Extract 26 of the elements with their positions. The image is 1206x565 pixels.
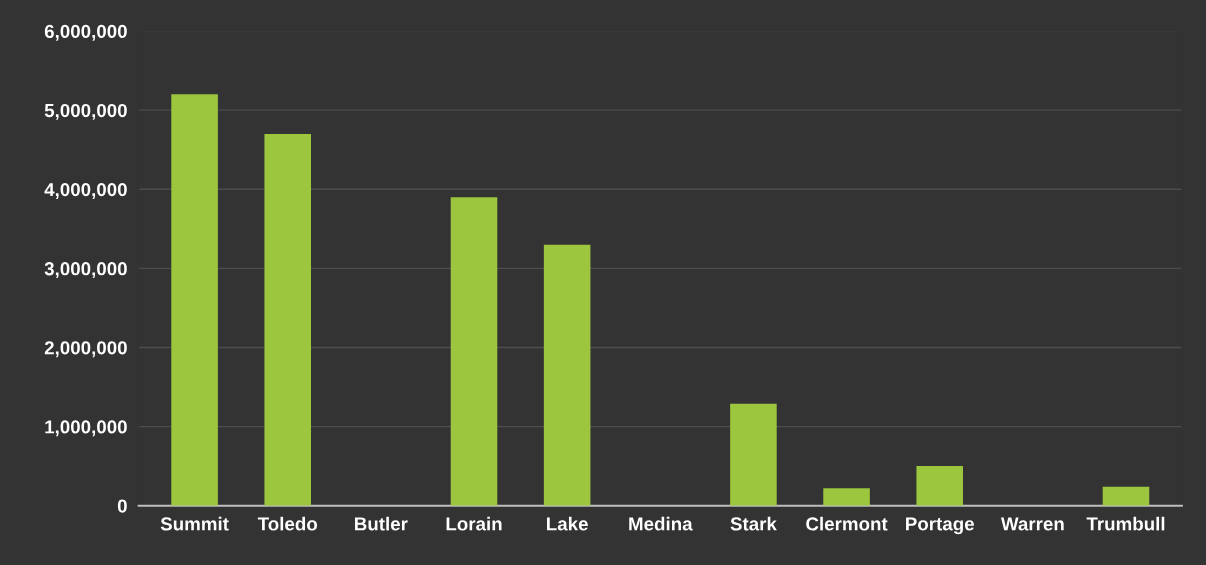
x-tick-label: Clermont <box>806 516 888 531</box>
bar <box>450 197 498 506</box>
y-tick-label: 4,000,000 <box>44 182 127 199</box>
x-tick-label: Warren <box>1000 517 1064 531</box>
bar <box>730 403 777 506</box>
x-tick-label: Lake <box>547 516 588 531</box>
bar <box>264 133 311 506</box>
y-tick-label: 5,000,000 <box>44 103 127 120</box>
x-tick-label: Trumbull <box>1086 516 1165 531</box>
x-tick-label: Toledo <box>257 516 318 531</box>
bar <box>543 244 591 506</box>
y-tick-label: 6,000,000 <box>44 24 127 41</box>
x-tick-label: Medina <box>629 516 693 531</box>
y-tick-label: 1,000,000 <box>45 420 127 437</box>
x-tick-label: Summit <box>160 516 229 531</box>
bar <box>1102 486 1150 506</box>
bar <box>916 466 963 506</box>
x-tick-label: Stark <box>730 516 777 531</box>
bar <box>823 488 870 506</box>
x-tick-label: Lorain <box>446 516 502 531</box>
x-tick-label: Butler <box>355 516 408 531</box>
bar <box>171 94 218 506</box>
x-tick-label: Portage <box>906 517 974 535</box>
y-tick-label: 2,000,000 <box>44 341 127 358</box>
y-tick-label: 0 <box>117 499 127 513</box>
y-tick-label: 3,000,000 <box>44 262 127 279</box>
